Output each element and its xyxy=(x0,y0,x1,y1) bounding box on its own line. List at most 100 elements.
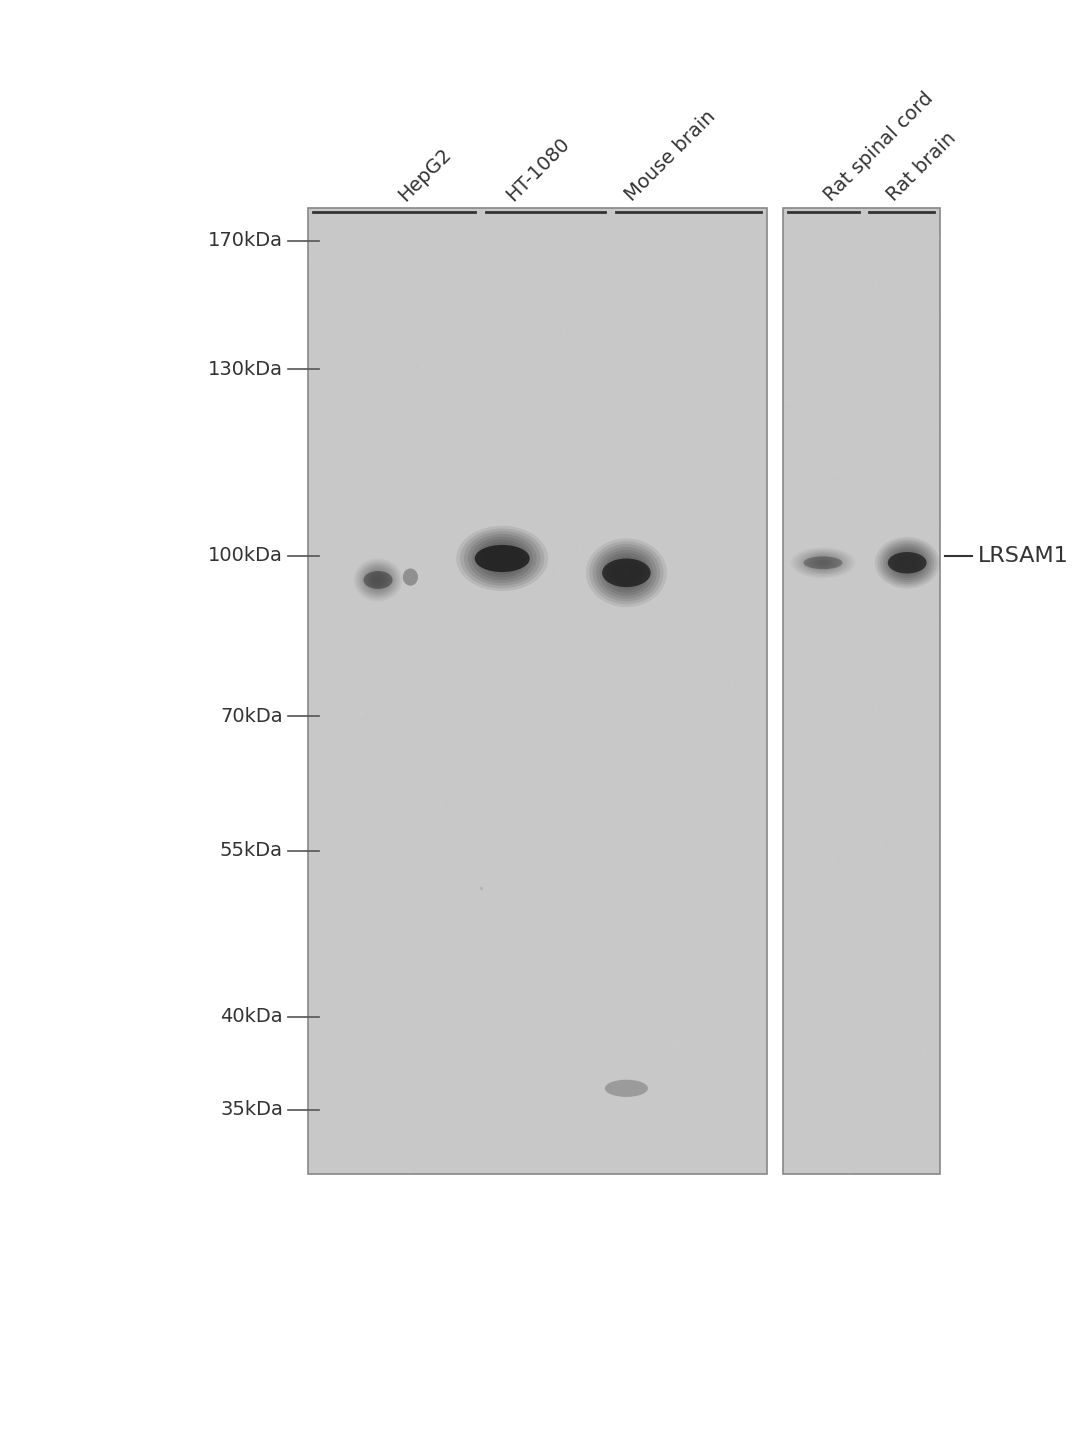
Point xyxy=(408,927,426,949)
Point xyxy=(306,839,323,862)
Point xyxy=(744,948,761,971)
Point xyxy=(702,530,719,553)
Point xyxy=(835,1041,852,1064)
Point xyxy=(782,695,799,717)
Point xyxy=(642,464,659,487)
Point xyxy=(638,1010,656,1032)
Point xyxy=(542,319,559,342)
Point xyxy=(845,461,862,484)
Point xyxy=(858,793,875,816)
Point xyxy=(532,982,550,1005)
Point xyxy=(927,659,944,682)
Point xyxy=(741,594,758,617)
Point xyxy=(513,749,530,772)
Point xyxy=(697,206,714,229)
Point xyxy=(834,984,851,1007)
Point xyxy=(476,716,494,739)
Point xyxy=(841,842,859,865)
Point xyxy=(800,868,818,891)
Point xyxy=(789,228,807,251)
Point xyxy=(537,1018,554,1041)
Point xyxy=(923,617,941,640)
Point xyxy=(811,630,828,653)
Ellipse shape xyxy=(468,534,537,583)
Point xyxy=(410,586,428,609)
Point xyxy=(874,375,891,398)
Point xyxy=(785,759,802,782)
Point xyxy=(849,425,866,448)
Point xyxy=(430,793,447,816)
Point xyxy=(868,769,886,792)
Point xyxy=(795,1093,812,1116)
Point xyxy=(726,1098,743,1121)
Point xyxy=(918,613,935,636)
Point xyxy=(905,842,922,865)
Point xyxy=(568,712,585,735)
Point xyxy=(881,596,899,619)
Point xyxy=(872,296,889,319)
Point xyxy=(313,508,330,531)
Ellipse shape xyxy=(498,556,507,561)
Point xyxy=(859,213,876,236)
Point xyxy=(889,1022,906,1045)
Point xyxy=(653,268,671,291)
Point xyxy=(912,677,929,700)
Point xyxy=(868,235,886,258)
Ellipse shape xyxy=(620,567,633,579)
Point xyxy=(706,382,724,405)
Point xyxy=(811,866,828,889)
Point xyxy=(729,672,746,695)
Point xyxy=(794,354,811,377)
Point xyxy=(855,1067,873,1090)
Point xyxy=(881,1051,899,1074)
Point xyxy=(370,505,388,528)
Point xyxy=(342,842,360,865)
Point xyxy=(681,1116,699,1138)
Point xyxy=(610,693,627,716)
Point xyxy=(342,331,360,354)
Point xyxy=(810,669,827,692)
Text: 35kDa: 35kDa xyxy=(220,1100,283,1120)
Point xyxy=(876,1035,893,1058)
Point xyxy=(411,553,429,576)
Point xyxy=(865,203,882,226)
Point xyxy=(373,863,390,886)
Point xyxy=(622,351,639,374)
Point xyxy=(780,390,797,412)
Point xyxy=(551,235,568,258)
Point xyxy=(867,627,885,650)
Point xyxy=(702,514,719,537)
Point xyxy=(366,730,383,753)
Point xyxy=(840,832,858,855)
Point xyxy=(603,261,620,284)
Point xyxy=(909,776,927,799)
Point xyxy=(564,690,581,713)
Point xyxy=(362,445,379,468)
Point xyxy=(646,991,663,1014)
Point xyxy=(782,604,799,627)
Point xyxy=(876,557,893,580)
Point xyxy=(741,1118,758,1141)
Point xyxy=(920,526,937,548)
Point xyxy=(784,391,801,414)
Point xyxy=(799,576,816,599)
Point xyxy=(543,246,561,269)
Point xyxy=(809,460,826,483)
Point xyxy=(820,952,837,975)
Point xyxy=(653,208,671,231)
Point xyxy=(480,919,497,942)
Point xyxy=(746,643,764,666)
Point xyxy=(667,1074,685,1097)
Point xyxy=(922,425,940,448)
Point xyxy=(862,266,879,289)
Point xyxy=(807,390,824,412)
Point xyxy=(869,508,887,531)
Point xyxy=(302,251,320,274)
Point xyxy=(910,808,928,831)
Point xyxy=(591,715,608,737)
Point xyxy=(807,226,824,249)
Point xyxy=(487,1000,504,1022)
Point xyxy=(900,975,917,998)
Point xyxy=(595,457,612,480)
Point xyxy=(793,266,810,289)
